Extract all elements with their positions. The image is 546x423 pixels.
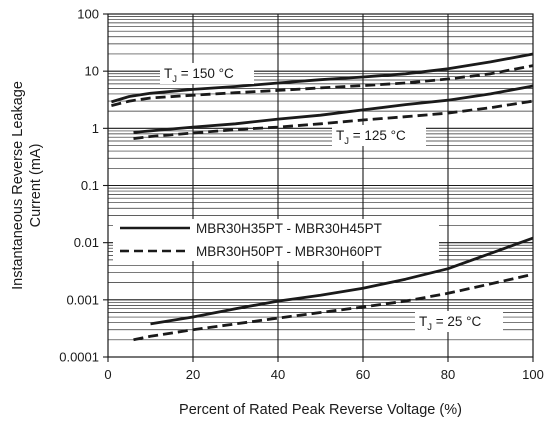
y-axis-label-line-2: Current (mA) [28,144,44,228]
temperature-label-background [332,125,426,146]
legend-label-dashed: MBR30H50PT - MBR30H60PT [196,244,382,259]
series-line-dashed-125c [133,99,534,140]
series-group [110,52,534,342]
temperature-label-background [160,63,254,84]
series-line-solid-150c [110,52,534,104]
x-tick-label: 100 [522,367,544,382]
y-tick-label: 0.1 [81,178,99,193]
series-line-dashed-150c [111,64,534,107]
y-tick-label: 100 [77,7,99,22]
x-tick-label: 20 [186,367,200,382]
series-line-dashed-25c [133,272,534,342]
y-tick-label: 0.001 [66,292,99,307]
x-tick-label: 60 [356,367,370,382]
temperature-labels: TJ = 150 °C TJ = 125 °C TJ = 25 °C [164,66,482,333]
y-tick-label: 1 [92,121,99,136]
legend: MBR30H35PT - MBR30H45PT MBR30H50PT - MBR… [113,219,439,261]
x-tick-label: 0 [104,367,111,382]
legend-background [113,219,439,261]
temperature-label-background [415,311,503,332]
x-tick-label: 40 [271,367,285,382]
legend-label-solid: MBR30H35PT - MBR30H45PT [196,221,382,236]
y-tick-label: 0.01 [74,235,99,250]
y-tick-label: 10 [85,64,99,79]
x-axis-label: Percent of Rated Peak Reverse Voltage (%… [179,402,462,418]
series-line-solid-25c [150,236,534,326]
temperature-label: TJ = 150 °C [164,66,234,85]
y-axis-label-line-1: Instantaneous Reverse Leakage [10,81,26,290]
x-tick-label: 80 [441,367,455,382]
temperature-label: TJ = 25 °C [419,314,482,333]
y-tick-label: 0.0001 [59,350,99,365]
temperature-label: TJ = 125 °C [336,128,406,147]
label-backgrounds [160,63,503,332]
axis-ticks: 0 20 40 60 80 100 0.0001 0.001 0.01 0.1 1 10 100 [59,7,544,383]
series-line-solid-125c [133,84,534,134]
